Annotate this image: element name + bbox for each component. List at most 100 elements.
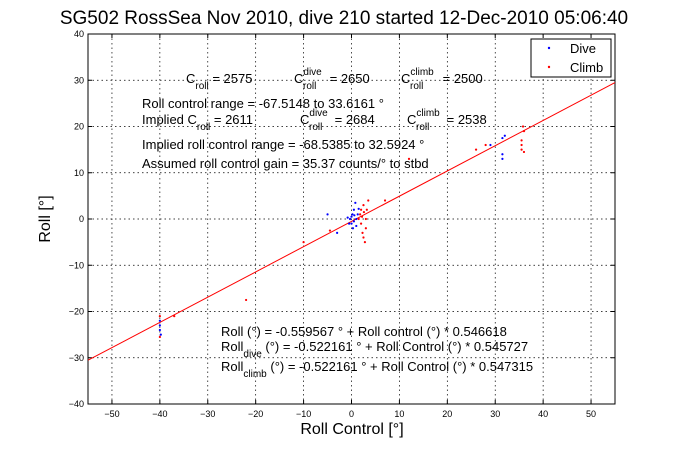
annotation-implied-range: Implied roll control range = -68.5385 to… (142, 137, 424, 152)
x-tick-label: −10 (296, 409, 311, 419)
annotation-c-roll-climb: Cclimb roll = 2500 (401, 67, 483, 92)
data-points (158, 125, 526, 339)
dive-point (355, 224, 358, 228)
climb-point (364, 217, 367, 221)
x-tick-label: −50 (104, 409, 119, 419)
legend-dive-label: Dive (570, 41, 596, 56)
annotation-roll-control-range: Roll control range = -67.5148 to 33.6161… (142, 96, 384, 111)
annotation-fit-dive: Rolldive (°) = -0.522161 ° + Roll Contro… (221, 339, 528, 360)
climb-point (359, 208, 363, 211)
climb-point (158, 335, 161, 339)
x-axis-label: Roll Control [°] (300, 421, 403, 438)
y-tick-label: −30 (69, 353, 84, 363)
annotation-implied-c-climb: Cclimb roll = 2538 (407, 108, 487, 133)
dive-point (356, 213, 359, 216)
climb-point (173, 315, 176, 318)
annotation-c-roll-line: Croll = 2575 Cdive roll = 2650 Cclimb roll… (186, 67, 483, 92)
legend-climb-label: Climb (570, 60, 603, 75)
dive-point (346, 216, 349, 219)
annotation-c-roll-dive: Cdive roll = 2650 (294, 67, 370, 92)
x-tick-label: −40 (152, 409, 167, 419)
fit-line (87, 82, 616, 361)
climb-point (520, 139, 523, 142)
chart-title: SG502 RossSea Nov 2010, dive 210 started… (60, 8, 628, 29)
climb-point (359, 222, 363, 225)
annotation-assumed-gain: Assumed roll control gain = 35.37 counts… (142, 156, 429, 171)
climb-point (474, 148, 478, 151)
x-tick-label: 40 (538, 409, 548, 419)
legend: Dive Climb (530, 38, 612, 78)
climb-point (522, 130, 526, 133)
annotation-implied-c: Implied Croll = 2611 (142, 112, 253, 133)
dive-point (158, 328, 161, 332)
grid-lines (88, 34, 615, 404)
y-tick-label: 30 (74, 75, 84, 85)
legend-climb-marker (547, 65, 551, 69)
annotation-implied-c-line: Implied Croll = 2611 Cdive roll = 2684 Cc… (142, 108, 487, 133)
y-tick-labels: −40 −30 −20 −10 0 10 20 30 40 (69, 29, 84, 409)
climb-point (362, 210, 366, 214)
climb-point (383, 199, 387, 202)
dive-point (158, 319, 161, 322)
axis-ticks (88, 33, 615, 405)
annotation-c-roll: Croll = 2575 (186, 71, 252, 92)
climb-point (362, 236, 365, 239)
climb-point (407, 157, 411, 160)
annotation-implied-c-dive: Cdive roll = 2684 (300, 108, 375, 133)
x-tick-label: 0 (349, 409, 354, 419)
climb-point (359, 213, 362, 216)
climb-point (365, 208, 368, 211)
x-tick-label: 30 (490, 409, 500, 419)
x-tick-label: −20 (248, 409, 263, 419)
dive-point (159, 333, 162, 336)
y-tick-label: −20 (69, 307, 84, 317)
y-tick-label: 20 (74, 122, 84, 132)
dive-point (351, 227, 355, 230)
dive-point (501, 153, 504, 156)
y-tick-label: 40 (74, 29, 84, 39)
climb-point (245, 298, 248, 302)
dive-point (501, 157, 504, 160)
climb-point (484, 143, 487, 147)
dive-point (326, 213, 329, 216)
y-tick-label: 10 (74, 168, 84, 178)
climb-point (364, 227, 367, 230)
x-tick-labels: −50 −40 −30 −20 −10 0 10 20 30 40 50 (104, 409, 596, 419)
y-tick-label: 0 (79, 214, 84, 224)
dive-point (348, 222, 351, 225)
climb-point (522, 150, 526, 154)
climb-point (521, 125, 525, 128)
dive-point (354, 201, 357, 204)
climb-point (361, 231, 364, 234)
dive-point (351, 213, 354, 216)
y-tick-label: −40 (69, 399, 84, 409)
annotation-fit-all: Roll (°) = -0.559567 ° + Roll control (°… (221, 324, 507, 339)
dive-point (355, 217, 358, 221)
climb-point (360, 215, 364, 218)
dive-point (357, 207, 360, 210)
dive-point (489, 143, 492, 147)
x-tick-label: 50 (586, 409, 596, 419)
legend-dive-marker (547, 46, 551, 50)
x-tick-label: 10 (394, 409, 404, 419)
climb-point (363, 241, 367, 244)
dive-point (350, 215, 353, 218)
dive-point (353, 214, 356, 217)
dive-point (503, 134, 506, 137)
climb-point (357, 217, 360, 221)
dive-point (352, 220, 355, 223)
dive-point (336, 231, 339, 234)
climb-point (520, 148, 523, 151)
legend-box (530, 38, 612, 78)
climb-point (158, 315, 161, 318)
dive-point (350, 222, 353, 225)
climb-point (520, 143, 523, 147)
dive-point (501, 136, 504, 140)
x-tick-label: −30 (200, 409, 215, 419)
y-tick-label: −10 (69, 260, 84, 270)
y-axis-label: Roll [°] (37, 195, 54, 242)
dive-point (158, 324, 161, 327)
dive-point (348, 217, 352, 221)
climb-point (328, 229, 332, 232)
